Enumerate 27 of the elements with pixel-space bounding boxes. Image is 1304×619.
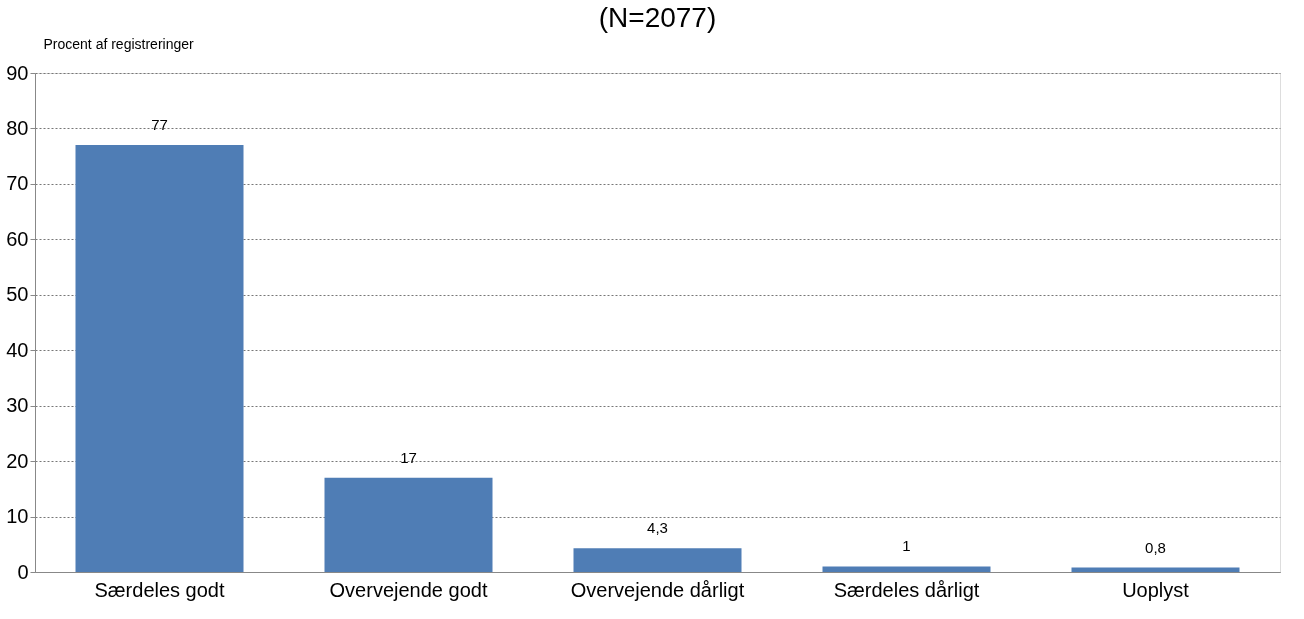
bar bbox=[1071, 567, 1240, 572]
y-tick-label: 60 bbox=[6, 227, 29, 250]
y-tick-label: 90 bbox=[6, 61, 29, 84]
data-label: 17 bbox=[400, 448, 417, 466]
y-tick-label: 10 bbox=[6, 505, 29, 528]
y-tick-label: 70 bbox=[6, 172, 29, 195]
bar bbox=[75, 145, 244, 572]
x-tick-label: Uoplyst bbox=[1122, 578, 1190, 601]
y-tick-label: 40 bbox=[6, 338, 29, 361]
data-label: 0,8 bbox=[1145, 538, 1166, 556]
bar bbox=[822, 566, 991, 572]
data-label: 4,3 bbox=[647, 519, 668, 537]
y-tick-label: 0 bbox=[17, 560, 29, 583]
chart-title: (N=2077) bbox=[598, 2, 717, 33]
data-label: 1 bbox=[902, 537, 911, 555]
y-tick-label: 50 bbox=[6, 283, 29, 306]
data-label: 77 bbox=[151, 116, 168, 134]
x-tick-label: Særdeles dårligt bbox=[833, 578, 980, 601]
y-tick-label: 20 bbox=[6, 449, 29, 472]
x-tick-label: Overvejende dårligt bbox=[570, 578, 745, 601]
y-axis-title: Procent af registreringer bbox=[43, 35, 195, 52]
x-tick-label: Særdeles godt bbox=[94, 578, 225, 601]
bar bbox=[573, 548, 742, 572]
x-tick-label: Overvejende godt bbox=[329, 578, 488, 601]
y-tick-label: 80 bbox=[6, 116, 29, 139]
y-tick-label: 30 bbox=[6, 394, 29, 417]
bar bbox=[324, 477, 493, 572]
